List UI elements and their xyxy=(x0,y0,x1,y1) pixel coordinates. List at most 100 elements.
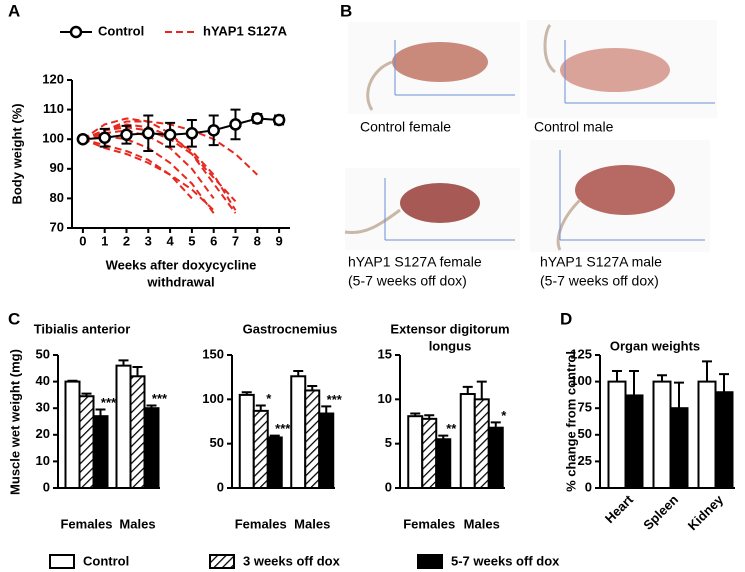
error-bar xyxy=(657,374,667,382)
legend-swatch xyxy=(417,554,443,569)
error-bar xyxy=(476,380,487,400)
photo xyxy=(344,168,520,250)
y-axis-label: Muscle wet weight (mg) xyxy=(7,349,22,495)
y-tick-label: 125 xyxy=(570,346,592,361)
photo-caption: (5-7 weeks off dox) xyxy=(540,273,659,289)
y-tick-label: 150 xyxy=(202,346,224,361)
y-tick-label: 110 xyxy=(43,101,64,116)
legend-marker xyxy=(69,25,83,39)
photo-caption: hYAP1 S127A female xyxy=(348,254,482,270)
photo-caption: (5-7 weeks off dox) xyxy=(348,273,467,289)
error-bar xyxy=(674,381,684,409)
x-tick-label: Spleen xyxy=(640,492,681,533)
x-axis-label: withdrawal xyxy=(146,274,214,289)
x-tick-label: 0 xyxy=(79,233,86,248)
x-tick-label: Males xyxy=(464,516,500,531)
bar xyxy=(407,415,424,489)
significance-label: *** xyxy=(152,391,168,406)
bar xyxy=(143,407,160,490)
significance-label: *** xyxy=(101,395,117,410)
x-tick-label: Males xyxy=(119,516,155,531)
x-tick-label: Males xyxy=(294,516,330,531)
y-tick-label: 100 xyxy=(202,391,224,406)
photo xyxy=(530,140,710,252)
error-bar xyxy=(132,365,143,377)
bar xyxy=(473,398,490,490)
bar xyxy=(318,412,335,489)
y-tick-label: 80 xyxy=(50,190,64,205)
bar xyxy=(421,417,438,489)
y-tick-label: 40 xyxy=(36,373,50,388)
bar xyxy=(607,380,627,490)
y-tick-label: 120 xyxy=(42,71,64,86)
y-tick-label: 10 xyxy=(36,453,50,468)
x-tick-label: Heart xyxy=(602,491,637,526)
y-tick-label: 75 xyxy=(578,400,592,415)
y-tick-label: 25 xyxy=(578,453,592,468)
x-tick-label: Females xyxy=(235,516,287,531)
bar xyxy=(252,409,269,489)
y-tick-label: 50 xyxy=(210,435,224,450)
significance-label: *** xyxy=(275,421,291,436)
error-bar xyxy=(719,373,729,393)
error-bar xyxy=(321,405,332,414)
legend-label: 3 weeks off dox xyxy=(243,553,341,568)
error-bar xyxy=(462,385,473,395)
bar xyxy=(64,380,81,490)
y-tick-label: 15 xyxy=(378,346,392,361)
bar xyxy=(92,415,109,489)
chart-title: Tibialis anterior xyxy=(34,321,131,336)
y-tick-label: 50 xyxy=(36,346,50,361)
significance-label: ** xyxy=(446,421,457,436)
error-bar xyxy=(95,408,106,417)
legend-swatch xyxy=(49,554,75,569)
y-tick-label: 100 xyxy=(42,131,64,146)
bar xyxy=(129,375,146,489)
bar xyxy=(238,393,255,489)
panel-label: B xyxy=(340,1,352,20)
bar xyxy=(652,380,672,490)
data-point xyxy=(98,131,111,144)
series-line xyxy=(82,117,237,214)
photo-panel xyxy=(344,20,717,252)
y-tick-label: 50 xyxy=(578,426,592,441)
chart-title: Extensor digitorum xyxy=(390,321,509,336)
y-tick-label: 0 xyxy=(585,479,592,494)
series-line xyxy=(82,138,215,211)
data-point xyxy=(229,118,242,131)
legend-label: Control xyxy=(98,23,144,38)
bar xyxy=(459,393,476,489)
photo xyxy=(348,22,520,114)
legend-swatch xyxy=(209,554,235,569)
y-tick-label: 30 xyxy=(36,400,50,415)
x-tick-label: Kidney xyxy=(685,491,727,533)
data-point xyxy=(185,127,199,140)
y-tick-label: 100 xyxy=(570,373,592,388)
bar xyxy=(78,395,95,490)
data-point xyxy=(142,127,155,140)
photo-caption: Control female xyxy=(360,119,451,135)
legend-label: hYAP1 S127A xyxy=(203,23,288,38)
series-line xyxy=(82,138,193,200)
y-tick-label: 20 xyxy=(36,426,50,441)
x-tick-label: 5 xyxy=(188,233,195,248)
x-tick-label: Females xyxy=(60,516,112,531)
y-tick-label: 5 xyxy=(385,435,392,450)
bar xyxy=(714,391,734,489)
x-tick-label: 7 xyxy=(232,233,239,248)
chart-title: longus xyxy=(429,338,472,353)
y-tick-label: 90 xyxy=(50,160,64,175)
significance-label: *** xyxy=(327,392,343,407)
photo-caption: hYAP1 S127A male xyxy=(540,254,662,270)
x-tick-label: 1 xyxy=(101,233,108,248)
panel-label: A xyxy=(8,1,20,20)
chart-title: Organ weights xyxy=(610,338,700,353)
data-point xyxy=(76,132,90,146)
bar xyxy=(435,438,452,490)
bar xyxy=(304,389,321,490)
photo-caption: Control male xyxy=(534,119,614,135)
x-tick-label: Females xyxy=(403,516,455,531)
x-tick-label: 2 xyxy=(123,233,130,248)
data-point xyxy=(120,128,133,142)
